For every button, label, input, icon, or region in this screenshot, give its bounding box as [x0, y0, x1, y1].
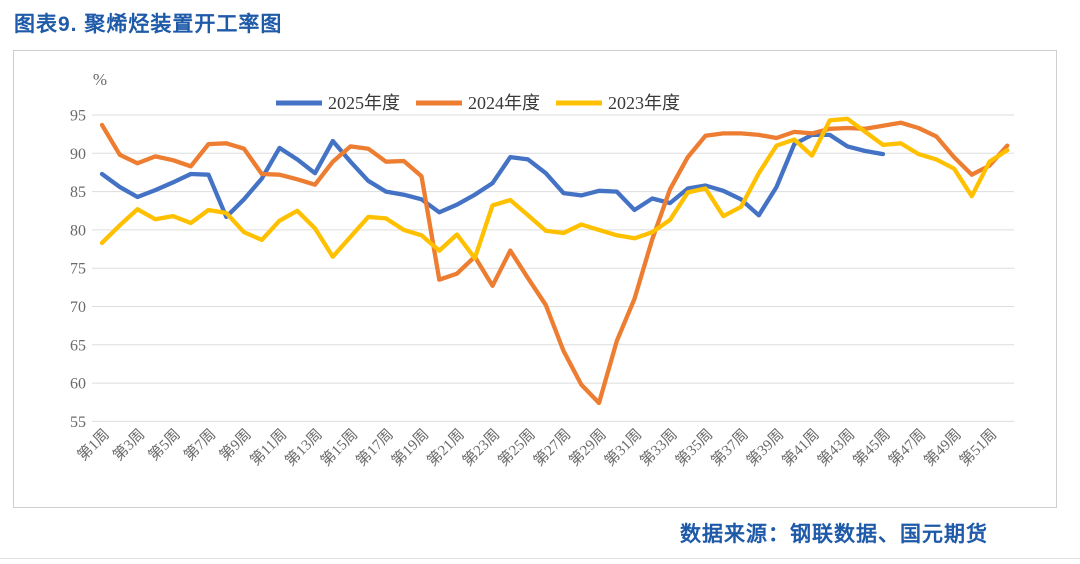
x-tick-label: 第39周: [743, 425, 788, 470]
x-tick-label: 第23周: [459, 425, 504, 470]
series-line-2023年度: [99, 116, 1010, 261]
y-tick-label: 65: [70, 337, 86, 354]
x-tick-label: 第1周: [74, 425, 113, 464]
x-tick-label: 第7周: [180, 425, 219, 464]
x-tick-label: 第49周: [920, 425, 965, 470]
operating-rate-line-chart: 959085807570656055%第1周第3周第5周第7周第9周第11周第1…: [70, 70, 1014, 470]
y-tick-label: 95: [70, 108, 86, 125]
legend-label-2024年度: 2024年度: [468, 93, 540, 113]
x-tick-label: 第15周: [317, 425, 362, 470]
y-tick-label: 60: [70, 376, 86, 393]
data-source-caption: 数据来源：钢联数据、国元期货: [680, 523, 988, 546]
y-tick-label: 80: [70, 222, 86, 239]
x-tick-label: 第3周: [109, 425, 148, 464]
x-tick-label: 第17周: [352, 425, 397, 470]
x-tick-label: 第45周: [849, 425, 894, 470]
x-tick-label: 第47周: [885, 425, 930, 470]
x-tick-label: 第35周: [672, 425, 717, 470]
chart-container: 95 90 85 80 75 70 65 60 55% 第1周 第3周 第5周 第7周 第9周 第11周 第1…: [13, 50, 1057, 508]
page-title: 图表9. 聚烯烃装置开工率图: [14, 13, 283, 36]
x-tick-label: 第37周: [707, 425, 752, 470]
x-tick-label: 第29周: [565, 425, 610, 470]
bottom-divider: [0, 558, 1080, 559]
x-tick-label: 第27周: [530, 425, 575, 470]
y-tick-label: 85: [70, 184, 86, 201]
x-tick-label: 第31周: [601, 425, 646, 470]
x-tick-label: 第13周: [281, 425, 326, 470]
x-tick-label: 第41周: [778, 425, 823, 470]
x-tick-label: 第25周: [494, 425, 539, 470]
x-tick-label: 第51周: [956, 425, 1001, 470]
legend-label-2025年度: 2025年度: [328, 93, 400, 113]
series-line-2024年度: [99, 120, 1010, 406]
x-tick-label: 第21周: [423, 425, 468, 470]
y-tick-label: 90: [70, 146, 86, 163]
x-tick-label: 第43周: [814, 425, 859, 470]
x-tick-label: 第5周: [145, 425, 184, 464]
x-tick-label: 第19周: [388, 425, 433, 470]
series-line-2025年度: [99, 132, 886, 220]
y-axis-unit-label: %: [93, 70, 107, 89]
legend-label-2023年度: 2023年度: [608, 93, 680, 113]
y-tick-label: 55: [70, 414, 86, 431]
x-tick-label: 第11周: [246, 425, 290, 469]
x-tick-label: 第33周: [636, 425, 681, 470]
y-tick-label: 70: [70, 299, 86, 316]
y-tick-label: 75: [70, 261, 86, 278]
